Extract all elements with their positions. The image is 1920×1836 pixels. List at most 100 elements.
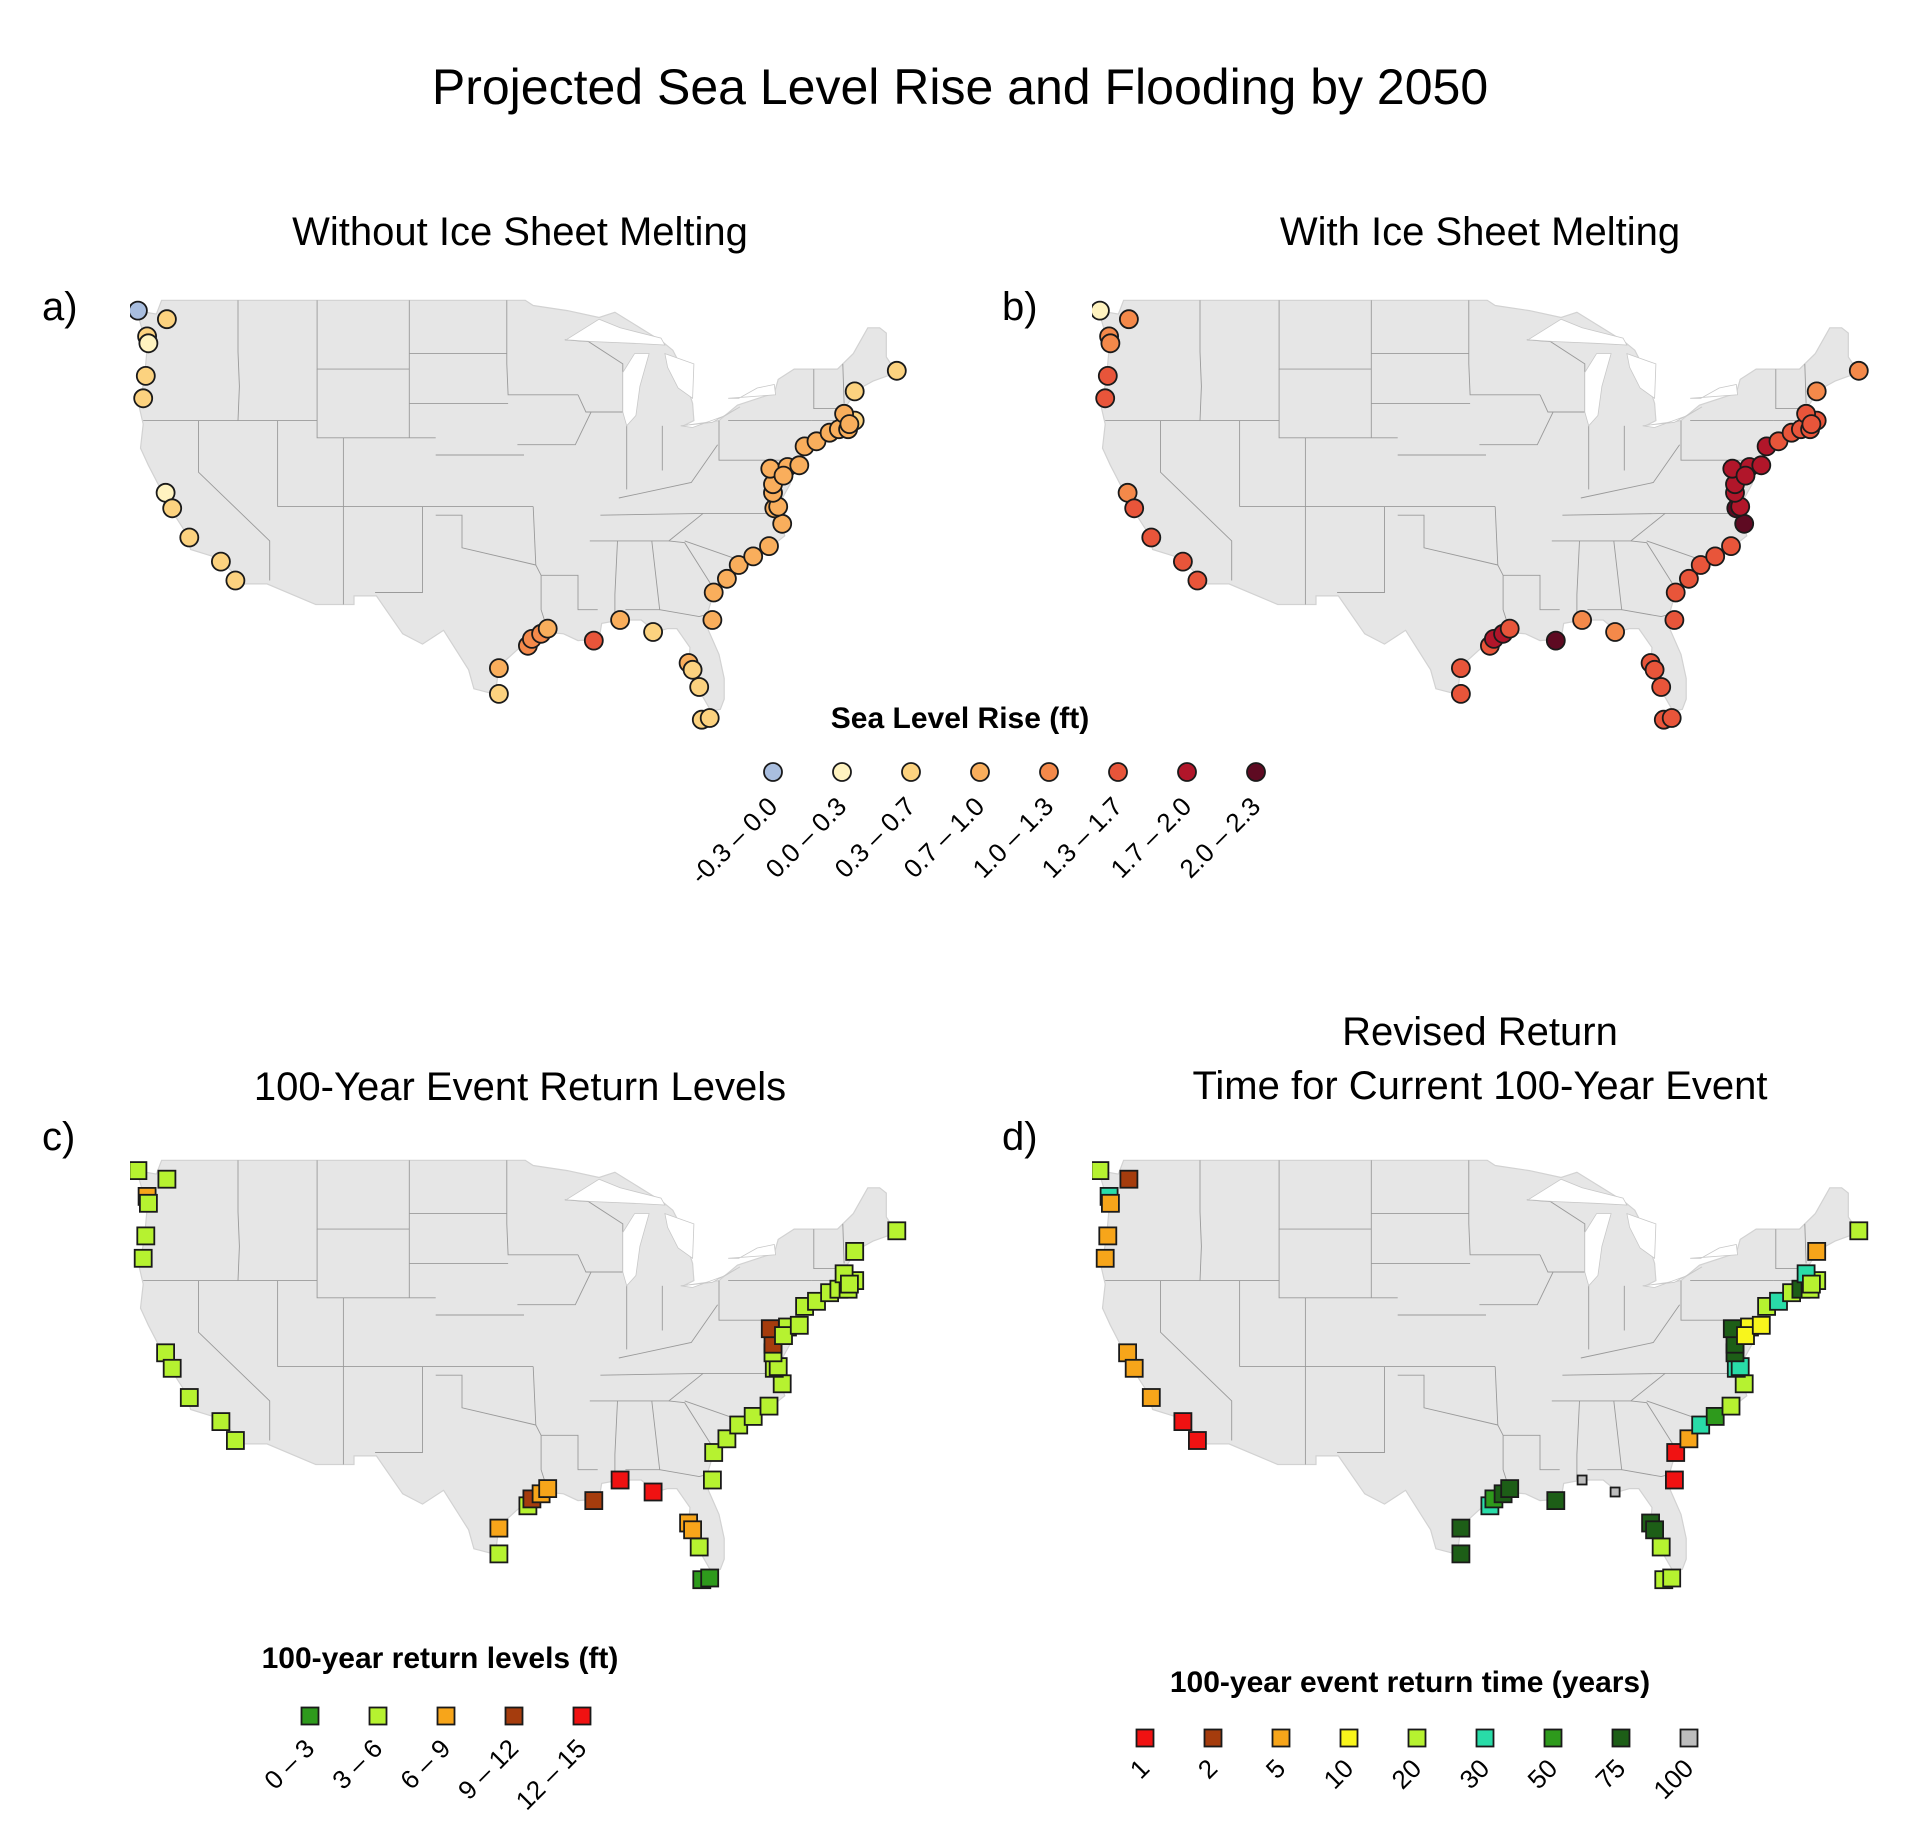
station-marker-48 <box>1807 1242 1827 1261</box>
station-marker-18 <box>610 1470 630 1490</box>
station-marker-7 <box>1124 498 1145 519</box>
state-border <box>1804 363 1807 404</box>
station-marker-38 <box>774 1326 793 1346</box>
station-marker-25 <box>1665 1470 1684 1490</box>
legend-swatch <box>1407 1728 1427 1748</box>
state-border <box>618 444 718 499</box>
station-marker-3 <box>138 333 159 354</box>
station-marker-17 <box>1545 630 1566 651</box>
state-border <box>1199 300 1202 421</box>
state-border <box>842 363 845 404</box>
state-border <box>668 540 716 592</box>
great-lake <box>728 384 777 399</box>
station-markers <box>1092 1161 1869 1590</box>
station-marker-48 <box>844 381 865 402</box>
legend-swatch <box>1475 1728 1495 1748</box>
station-marker-28 <box>728 555 749 575</box>
state-border <box>1503 574 1560 611</box>
state-border <box>659 609 706 618</box>
station-marker-4 <box>136 1226 156 1246</box>
state-border <box>1539 394 1585 413</box>
legend-label: 100 <box>1647 1753 1699 1805</box>
station-marker-31 <box>772 1374 792 1394</box>
legend-item-1: 2 <box>1192 1728 1223 1784</box>
state-border <box>237 1160 240 1281</box>
state-border <box>1580 444 1680 499</box>
great-lake <box>564 1178 666 1206</box>
return-levels-legend-title: 100-year return levels (ft) <box>261 1642 619 1675</box>
station-marker-29 <box>743 546 764 567</box>
station-marker-11 <box>489 1518 509 1538</box>
station-marker-12 <box>1451 1544 1471 1564</box>
state-border <box>842 1223 845 1264</box>
state-border <box>600 1372 704 1376</box>
station-marker-25 <box>703 1470 722 1490</box>
station-marker-10 <box>225 570 246 591</box>
station-marker-19 <box>1609 1486 1621 1498</box>
legend-swatch <box>763 762 783 782</box>
station-marker-7 <box>162 1358 182 1378</box>
state-border <box>1539 1254 1585 1273</box>
legend-swatch <box>504 1706 524 1726</box>
station-marker-47 <box>839 414 860 435</box>
station-marker-3 <box>1100 1193 1120 1213</box>
state-border <box>1494 1366 1511 1491</box>
legend-label: 3 – 6 <box>326 1733 388 1795</box>
panel-c-title: 100-Year Event Return Levels <box>253 1065 787 1109</box>
station-marker-7 <box>162 498 183 519</box>
station-marker-39 <box>1751 1315 1771 1335</box>
state-border <box>1278 1229 1398 1299</box>
state-border <box>668 1400 716 1452</box>
station-marker-16 <box>538 1479 558 1499</box>
station-marker-38 <box>1735 465 1756 486</box>
station-marker-19 <box>643 1482 663 1502</box>
station-markers <box>1092 300 1869 730</box>
great-lake <box>1642 406 1703 428</box>
station-marker-18 <box>1572 610 1593 630</box>
station-marker-29 <box>743 1406 763 1426</box>
station-marker-27 <box>717 568 737 589</box>
station-marker-21 <box>1644 659 1665 680</box>
legend-label: 12 – 15 <box>510 1733 593 1816</box>
station-marker-17 <box>1546 1491 1566 1511</box>
great-lake <box>664 1212 695 1260</box>
state-border <box>1562 512 1666 516</box>
state-border <box>316 1229 436 1299</box>
panel-d-letter: d) <box>1002 1115 1038 1159</box>
station-marker-11 <box>1451 1518 1471 1538</box>
station-marker-12 <box>1450 683 1471 704</box>
legend-swatch <box>1177 762 1197 782</box>
state-borders <box>1105 1160 1809 1491</box>
station-marker-4 <box>1097 366 1118 386</box>
station-marker-16 <box>1499 618 1520 639</box>
state-border <box>1576 540 1580 620</box>
station-marker-24 <box>1661 708 1682 728</box>
station-marker-22 <box>689 1537 709 1557</box>
station-marker-30 <box>759 536 779 557</box>
station-marker-30 <box>1721 1396 1741 1416</box>
state-border <box>237 300 240 421</box>
legend-swatch <box>1203 1728 1223 1748</box>
great-lake <box>1584 1213 1612 1287</box>
great-lake <box>680 406 741 428</box>
state-border <box>517 411 592 446</box>
state-border <box>375 506 423 593</box>
station-marker-24 <box>1662 1568 1682 1588</box>
state-border <box>1680 420 1743 461</box>
state-border <box>684 540 739 561</box>
legend-swatch <box>368 1706 388 1726</box>
station-marker-5 <box>1095 388 1116 409</box>
station-marker-1 <box>1119 1169 1139 1189</box>
legend-item-7: 75 <box>1590 1728 1631 1795</box>
station-marker-11 <box>1450 658 1471 679</box>
state-border <box>1479 411 1554 446</box>
station-marker-49 <box>1848 360 1869 381</box>
state-border <box>506 300 578 396</box>
great-lake <box>1626 1212 1657 1260</box>
legend-label: 5 <box>1260 1753 1291 1784</box>
station-marker-30 <box>1721 536 1741 557</box>
panel-c-letter: c) <box>42 1115 76 1159</box>
state-border <box>618 1304 718 1359</box>
legend-label: 0 – 3 <box>258 1733 320 1795</box>
